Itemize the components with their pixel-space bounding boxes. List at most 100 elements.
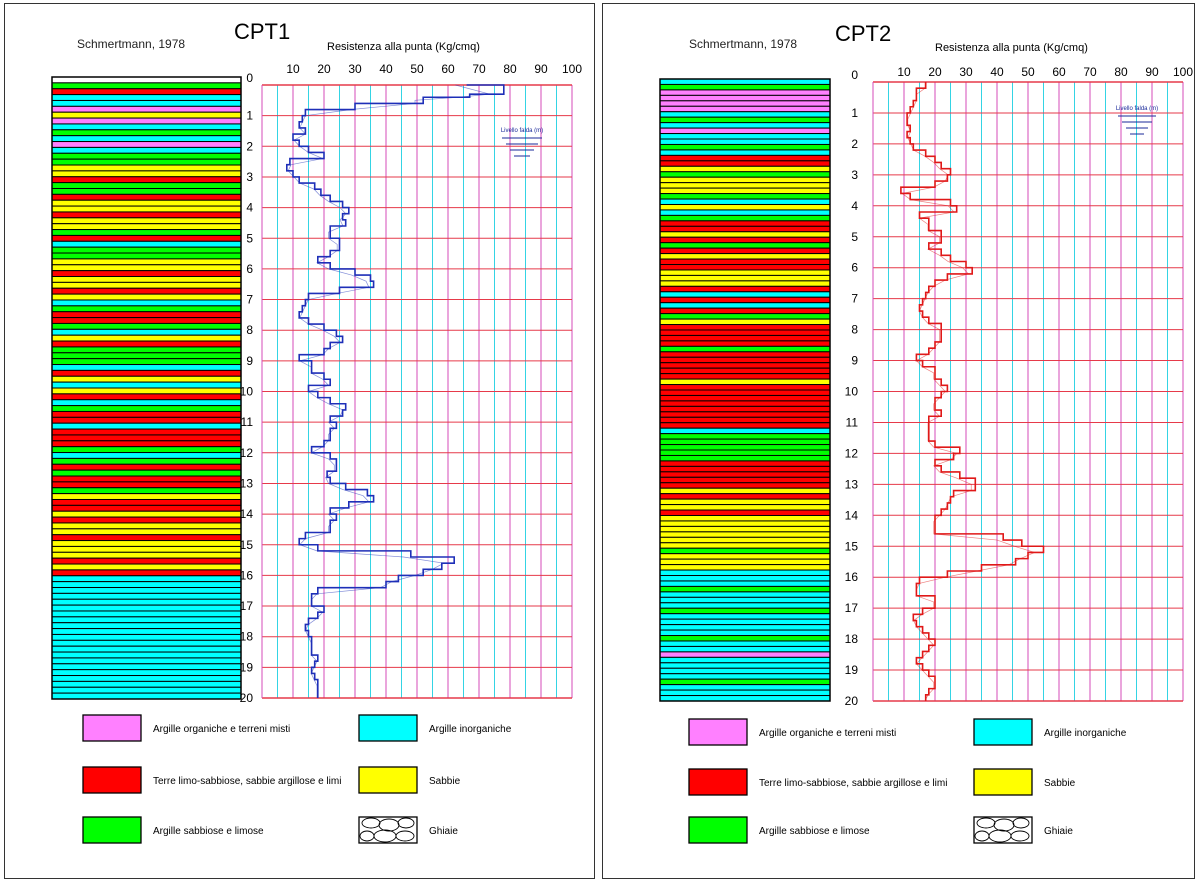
soil-layer [51,223,242,231]
soil-layer [659,171,831,178]
gravel-pebble [1012,817,1030,829]
y-tick-label: 5 [246,231,253,245]
soil-layer [51,675,242,682]
cone-resistance-line [285,84,505,698]
legend-swatch [358,766,418,794]
soil-layer [51,628,242,635]
x-tick-label: 90 [534,62,548,76]
soil-layer [659,143,831,151]
soil-layer [51,276,242,283]
soil-layer [659,465,831,473]
soil-layer [51,193,242,201]
y-tick-label: 4 [851,199,858,213]
y-tick-label: 7 [851,292,858,306]
soil-layer [659,607,831,615]
soil-layer [51,234,242,242]
soil-layer [659,476,831,484]
y-tick-label: 10 [845,385,859,399]
soil-layer [51,457,242,465]
soil-layer [51,152,242,160]
x-tick-label: 10 [897,65,911,79]
soil-layer [659,242,831,249]
legend-swatch [973,768,1033,796]
soil-layer [659,444,831,451]
soil-layer [659,471,831,478]
soil-layer [659,176,831,184]
y-tick-label: 10 [240,385,254,399]
x-tick-label: 60 [1052,65,1066,79]
soil-layer [51,463,242,471]
water-table-marker: Livello falda (m) [1116,106,1158,135]
soil-layer [659,214,831,222]
legend-label: Ghiaie [429,826,458,837]
legend-swatch [82,714,142,742]
soil-layer [659,100,831,107]
legend-label: Argille inorganiche [429,724,512,735]
legend-swatch [358,714,418,742]
soil-layer [659,334,831,342]
soil-layer [51,469,242,477]
soil-layer [659,695,831,702]
y-tick-label: 14 [240,507,254,521]
soil-layer [51,88,242,96]
soil-layer [659,220,831,227]
soil-layer [51,352,242,360]
soil-layer [659,585,831,593]
soil-layer [659,536,831,544]
soil-layer [51,217,242,225]
y-tick-label: 12 [240,446,254,460]
soil-layer [659,493,831,500]
soil-layer [659,558,831,566]
soil-layer [659,111,831,118]
soil-layer [659,542,831,549]
soil-layer [659,127,831,135]
legend-label: Sabbie [1044,778,1076,789]
legend-label: Argille sabbiose e limose [759,826,870,837]
y-tick-label: 9 [851,354,858,368]
soil-layer [51,410,242,418]
soil-layer [51,105,242,113]
soil-layer [659,575,831,582]
soil-layer [51,405,242,412]
soil-layer [659,640,831,647]
y-tick-label: 20 [845,694,859,708]
soil-layer [659,378,831,386]
soil-layer [51,440,242,448]
legend-swatch [82,816,142,844]
legend-label: Terre limo-sabbiose, sabbie argillose e … [153,776,341,787]
soil-layer [659,116,831,124]
soil-layer [51,686,242,694]
soil-layer [659,487,831,495]
soil-layer [659,94,831,102]
legend-label: Terre limo-sabbiose, sabbie argillose e … [759,778,947,789]
y-tick-label: 14 [845,508,859,522]
soil-layer [51,135,242,143]
soil-layer [659,182,831,189]
soil-layer [51,446,242,454]
soil-layer [659,356,831,364]
y-tick-label: 16 [240,568,254,582]
soil-layer [51,498,242,506]
y-tick-label: 6 [246,262,253,276]
soil-layer [51,551,242,559]
soil-layer [659,553,831,560]
soil-layer [659,635,831,642]
soil-layer [51,311,242,319]
soil-layer [659,285,831,293]
soil-layer [51,534,242,542]
y-tick-label: 11 [846,415,859,429]
x-tick-label: 20 [928,65,942,79]
soil-layer [659,645,831,653]
soil-layer [659,345,831,353]
soil-layer [659,193,831,200]
soil-layer [51,639,242,647]
y-tick-label: 5 [851,230,858,244]
y-tick-label: 17 [845,601,859,615]
soil-layer [51,581,242,589]
soil-layer [51,416,242,424]
soil-layer [51,240,242,248]
soil-layer [51,328,242,336]
y-tick-label: 19 [845,663,859,677]
soil-layer [659,509,831,516]
soil-layer [51,434,242,442]
